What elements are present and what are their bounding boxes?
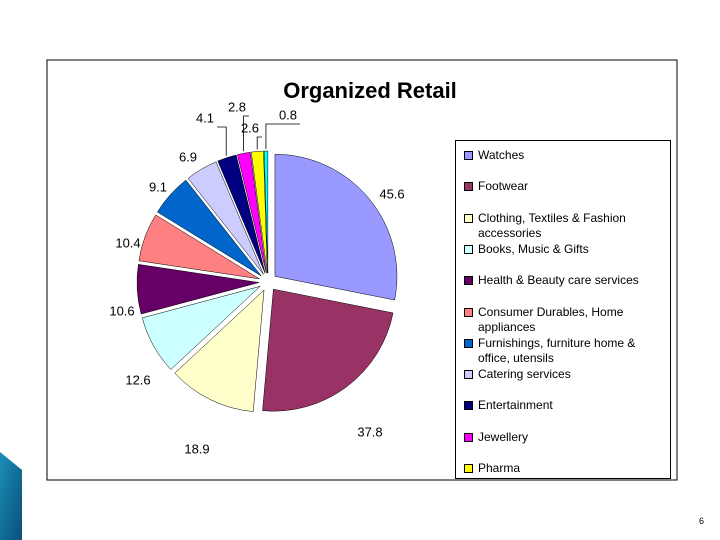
data-label: 18.9: [184, 441, 209, 456]
data-label: 2.6: [241, 120, 259, 135]
pie-slice: [157, 179, 262, 277]
legend-label: Clothing, Textiles & Fashion accessories: [478, 210, 626, 240]
chart-title: Organized Retail: [283, 78, 457, 103]
pie-slice: [262, 288, 394, 412]
data-label: 10.4: [115, 235, 140, 250]
data-label: 2.8: [228, 99, 246, 114]
data-label: 10.6: [109, 303, 134, 318]
pie-slice: [187, 161, 264, 275]
legend-swatch: [464, 276, 473, 286]
pie-slice: [138, 214, 260, 280]
legend-label: Consumer Durables, Home appliances: [478, 304, 624, 334]
legend: Watches Footwear Clothing, Textiles & Fash…: [455, 140, 671, 479]
legend-label: Books, Music & Gifts: [478, 241, 589, 256]
legend-label: Entertainment: [478, 398, 553, 413]
data-label: 12.6: [125, 372, 150, 387]
leader-line: [243, 115, 249, 152]
pie-slice: [250, 150, 268, 274]
legend-swatch: [464, 370, 473, 380]
legend-swatch: [464, 338, 473, 348]
legend-swatch: [464, 151, 473, 160]
leader-line: [256, 136, 262, 150]
legend-label: Health & Beauty care services: [478, 273, 639, 288]
data-label: 37.8: [357, 424, 382, 439]
pie-slice: [237, 151, 267, 274]
legend-label: Footwear: [478, 179, 529, 194]
legend-swatch: [464, 244, 473, 254]
legend-swatch: [464, 307, 473, 317]
legend-swatch: [464, 213, 473, 223]
data-label: 6.9: [179, 149, 197, 164]
pie-slice: [141, 286, 261, 370]
legend-label: Jewellery: [478, 429, 529, 444]
pie-slice: [263, 150, 269, 274]
legend-swatch: [464, 464, 473, 473]
data-label: 4.1: [196, 110, 214, 125]
pie-slice: [136, 264, 260, 315]
leader-line: [217, 126, 227, 156]
legend-label: Furnishings, furniture home & office, ut…: [478, 335, 636, 365]
data-label: 9.1: [149, 179, 167, 194]
legend-label: Watches: [478, 148, 525, 162]
legend-label: Pharma: [478, 461, 521, 475]
legend-swatch: [464, 182, 473, 192]
data-label: 0.8: [279, 107, 297, 122]
legend-swatch: [464, 401, 473, 411]
leader-line: [265, 123, 300, 150]
data-label: 45.6: [379, 186, 404, 201]
slide-number: 6: [698, 516, 704, 526]
pie-slice: [217, 154, 266, 274]
decoration: [0, 452, 22, 540]
legend-swatch: [464, 432, 473, 442]
pie-slice: [174, 289, 265, 412]
legend-label: Catering services: [478, 367, 571, 382]
pie-slice: [274, 154, 398, 301]
